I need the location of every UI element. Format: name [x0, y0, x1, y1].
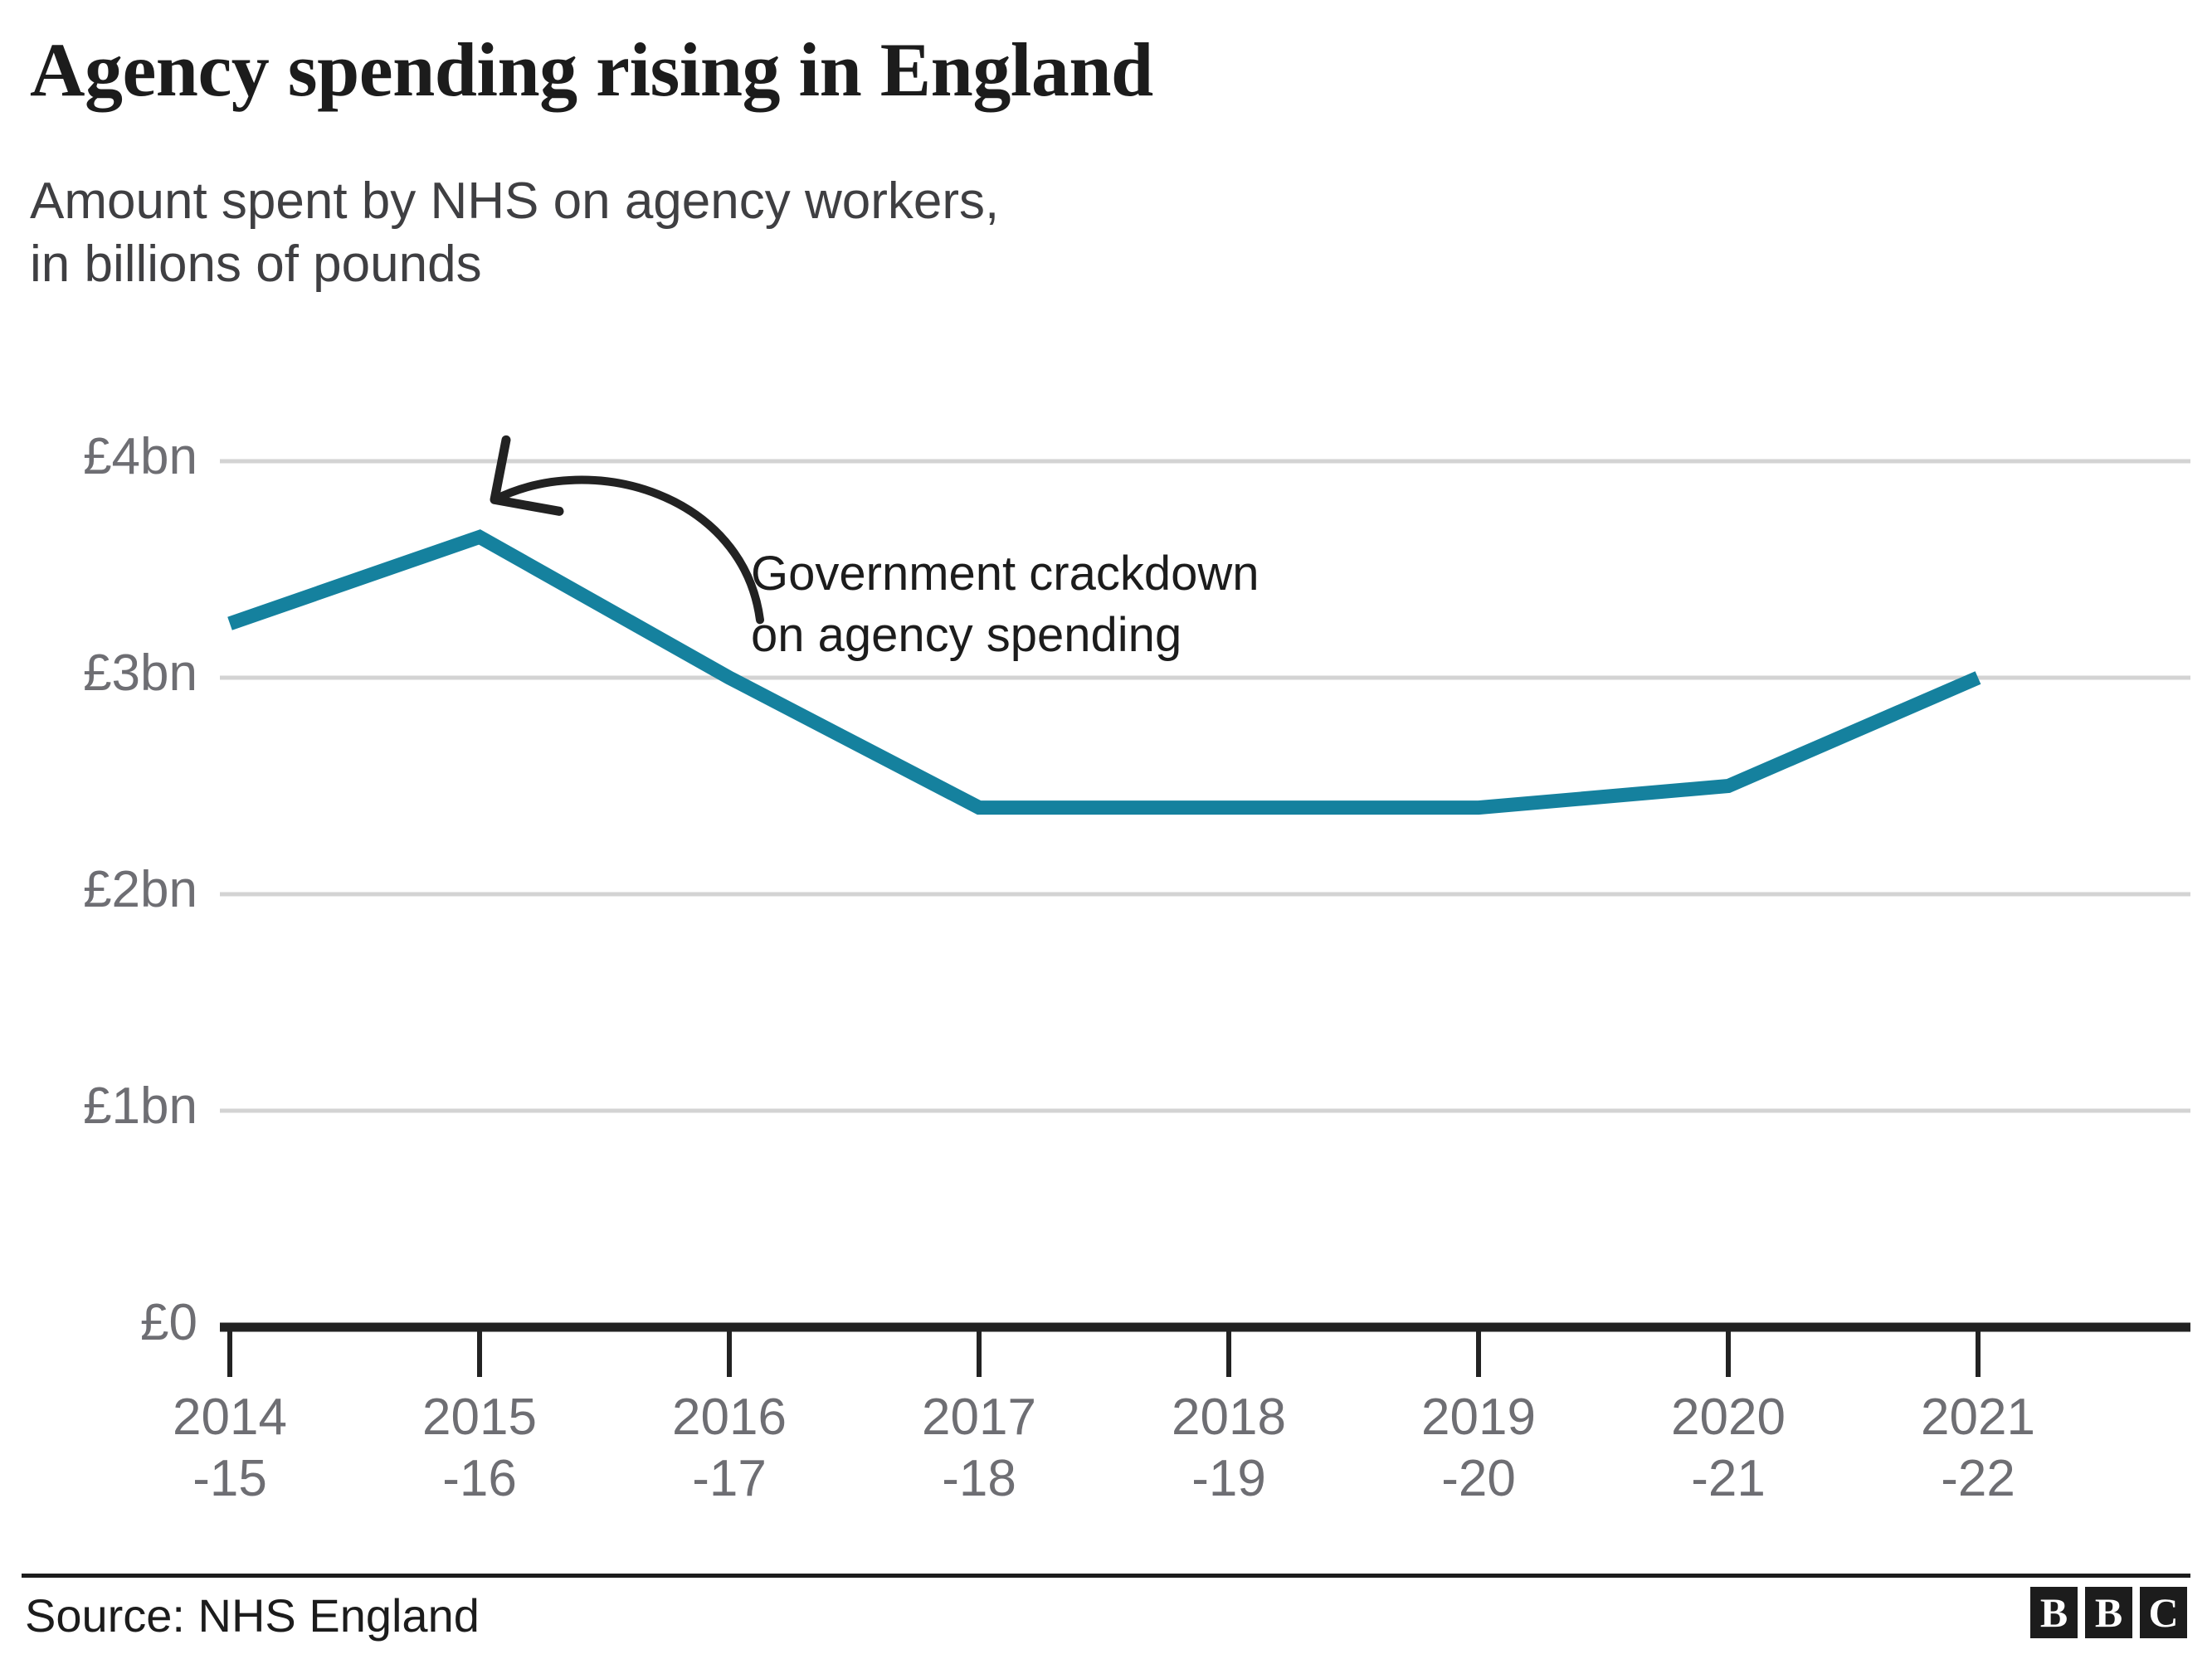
- x-axis-tick-label: 2020 -21: [1604, 1387, 1853, 1511]
- x-axis-tick-label: 2015 -16: [355, 1387, 604, 1511]
- y-axis-tick-label: £3bn: [83, 645, 197, 702]
- x-label-line-1: 2020: [1671, 1389, 1786, 1446]
- y-axis-tick-label: £1bn: [83, 1078, 197, 1135]
- page-title: Agency spending rising in England: [30, 27, 1153, 112]
- x-label-line-2: -22: [1941, 1450, 2015, 1508]
- gridlines: [220, 459, 2190, 1113]
- x-label-line-1: 2015: [422, 1389, 537, 1446]
- x-axis-tick-label: 2016 -17: [605, 1387, 854, 1511]
- x-label-line-2: -21: [1691, 1450, 1766, 1508]
- bbc-logo-block-2: B: [2085, 1587, 2132, 1638]
- y-axis-tick-label: £2bn: [83, 861, 197, 918]
- source-label: Source: NHS England: [25, 1589, 480, 1642]
- curved-arrow-left-icon: [490, 435, 764, 625]
- x-label-line-1: 2021: [1921, 1389, 2035, 1446]
- x-label-line-1: 2017: [922, 1389, 1036, 1446]
- subtitle-line-1: Amount spent by NHS on agency workers,: [30, 173, 1000, 230]
- x-label-line-2: -16: [442, 1450, 517, 1508]
- page-subtitle: Amount spent by NHS on agency workers, i…: [30, 170, 999, 295]
- annotation-line-1: Government crackdown: [751, 547, 1259, 601]
- x-label-line-1: 2018: [1172, 1389, 1286, 1446]
- bbc-logo: B B C: [2030, 1587, 2187, 1638]
- x-axis-tick-label: 2014 -15: [105, 1387, 354, 1511]
- x-axis-tick-label: 2017 -18: [855, 1387, 1104, 1511]
- x-label-line-2: -18: [942, 1450, 1016, 1508]
- x-label-line-1: 2019: [1421, 1389, 1536, 1446]
- x-label-line-1: 2014: [173, 1389, 287, 1446]
- x-label-line-2: -19: [1191, 1450, 1266, 1508]
- x-axis-tick-label: 2019 -20: [1354, 1387, 1603, 1511]
- chart-annotation: Government crackdown on agency spending: [751, 543, 1259, 666]
- x-axis-tick-label: 2021 -22: [1854, 1387, 2102, 1511]
- footer-divider: [22, 1574, 2190, 1578]
- data-series-line: [227, 529, 1981, 815]
- y-axis-tick-label: £4bn: [83, 428, 197, 485]
- x-axis-tick-marks: [227, 1327, 1981, 1377]
- x-label-line-2: -17: [692, 1450, 767, 1508]
- x-label-line-1: 2016: [672, 1389, 787, 1446]
- line-chart: [220, 435, 2190, 1377]
- annotation-line-2: on agency spending: [751, 608, 1182, 663]
- bbc-logo-block-1: B: [2030, 1587, 2078, 1638]
- x-label-line-2: -15: [192, 1450, 267, 1508]
- x-axis-tick-label: 2018 -19: [1104, 1387, 1353, 1511]
- x-label-line-2: -20: [1441, 1450, 1516, 1508]
- y-axis-tick-label: £0: [140, 1294, 197, 1351]
- subtitle-line-2: in billions of pounds: [30, 235, 482, 293]
- bbc-logo-block-3: C: [2140, 1587, 2187, 1638]
